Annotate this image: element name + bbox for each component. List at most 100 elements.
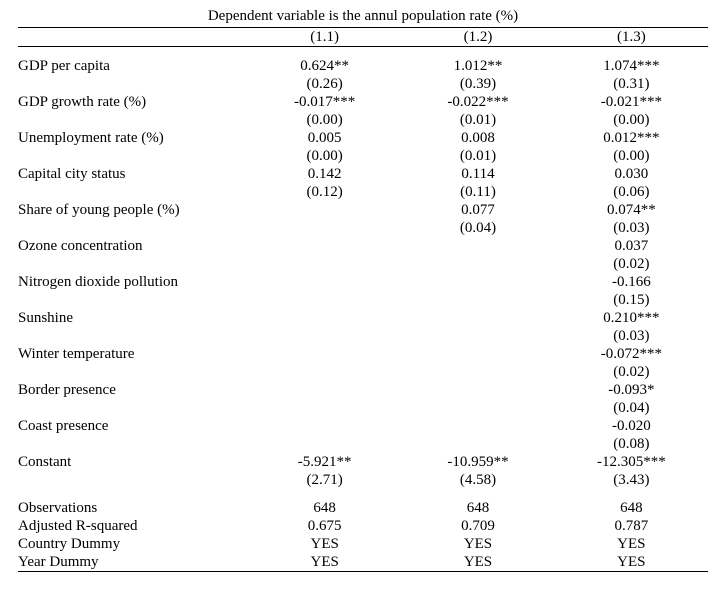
row-label: Unemployment rate (%) bbox=[18, 129, 248, 147]
cell: 0.114 bbox=[401, 165, 554, 183]
cell-se: (2.71) bbox=[248, 471, 401, 489]
row-label-blank bbox=[18, 147, 248, 165]
footer-cell: YES bbox=[555, 553, 708, 572]
cell: -12.305*** bbox=[555, 453, 708, 471]
table-row-se: (0.03) bbox=[18, 327, 708, 345]
table-row-se: (0.00)(0.01)(0.00) bbox=[18, 147, 708, 165]
cell: -0.022*** bbox=[401, 93, 554, 111]
spacer-row bbox=[18, 47, 708, 58]
cell-se: (0.00) bbox=[555, 147, 708, 165]
table-row: Sunshine 0.210*** bbox=[18, 309, 708, 327]
row-label: Share of young people (%) bbox=[18, 201, 248, 219]
row-label-blank bbox=[18, 435, 248, 453]
table-row: Coast presence -0.020 bbox=[18, 417, 708, 435]
row-label: GDP growth rate (%) bbox=[18, 93, 248, 111]
row-label: Constant bbox=[18, 453, 248, 471]
cell: 0.074** bbox=[555, 201, 708, 219]
footer-label: Adjusted R-squared bbox=[18, 517, 248, 535]
row-label: Ozone concentration bbox=[18, 237, 248, 255]
cell-se: (0.06) bbox=[555, 183, 708, 201]
header-row: (1.1) (1.2) (1.3) bbox=[18, 28, 708, 47]
cell-se bbox=[248, 255, 401, 273]
cell bbox=[401, 273, 554, 291]
cell bbox=[248, 237, 401, 255]
row-label-blank bbox=[18, 471, 248, 489]
cell-se bbox=[401, 255, 554, 273]
cell: -0.093* bbox=[555, 381, 708, 399]
table-row-se: (0.26)(0.39)(0.31) bbox=[18, 75, 708, 93]
footer-cell: 0.675 bbox=[248, 517, 401, 535]
table-row-se: (0.00)(0.01)(0.00) bbox=[18, 111, 708, 129]
table-row: Constant-5.921**-10.959**-12.305*** bbox=[18, 453, 708, 471]
cell-se: (0.01) bbox=[401, 147, 554, 165]
cell bbox=[401, 309, 554, 327]
cell bbox=[401, 417, 554, 435]
row-label-blank bbox=[18, 327, 248, 345]
cell-se: (0.31) bbox=[555, 75, 708, 93]
cell: 0.210*** bbox=[555, 309, 708, 327]
row-label: Sunshine bbox=[18, 309, 248, 327]
cell-se: (0.08) bbox=[555, 435, 708, 453]
footer-label: Year Dummy bbox=[18, 553, 248, 572]
header-blank bbox=[18, 28, 248, 47]
cell: 0.012*** bbox=[555, 129, 708, 147]
footer-row: Observations648648648 bbox=[18, 499, 708, 517]
cell bbox=[401, 345, 554, 363]
cell-se: (3.43) bbox=[555, 471, 708, 489]
cell: -0.021*** bbox=[555, 93, 708, 111]
cell-se bbox=[248, 399, 401, 417]
table-row: Unemployment rate (%)0.0050.0080.012*** bbox=[18, 129, 708, 147]
row-label-blank bbox=[18, 363, 248, 381]
page: Dependent variable is the annul populati… bbox=[0, 0, 726, 612]
regression-table: (1.1) (1.2) (1.3) GDP per capita0.624**1… bbox=[18, 27, 708, 572]
footer-label: Country Dummy bbox=[18, 535, 248, 553]
cell-se bbox=[401, 291, 554, 309]
footer-cell: YES bbox=[555, 535, 708, 553]
cell bbox=[248, 309, 401, 327]
row-label: Coast presence bbox=[18, 417, 248, 435]
cell-se: (0.11) bbox=[401, 183, 554, 201]
table-row: Border presence -0.093* bbox=[18, 381, 708, 399]
table-row-se: (0.12)(0.11)(0.06) bbox=[18, 183, 708, 201]
cell: -0.166 bbox=[555, 273, 708, 291]
cell-se bbox=[248, 327, 401, 345]
footer-cell: 648 bbox=[401, 499, 554, 517]
table-row: Ozone concentration0.037 bbox=[18, 237, 708, 255]
table-row: GDP per capita0.624**1.012**1.074*** bbox=[18, 57, 708, 75]
cell: -0.072*** bbox=[555, 345, 708, 363]
table-row-se: (0.15) bbox=[18, 291, 708, 309]
cell-se bbox=[248, 435, 401, 453]
table-row-se: (0.08) bbox=[18, 435, 708, 453]
table-row: Winter temperature-0.072*** bbox=[18, 345, 708, 363]
footer-cell: YES bbox=[248, 535, 401, 553]
cell-se: (0.12) bbox=[248, 183, 401, 201]
footer-cell: 648 bbox=[555, 499, 708, 517]
cell: -5.921** bbox=[248, 453, 401, 471]
cell-se: (0.04) bbox=[555, 399, 708, 417]
cell-se: (0.03) bbox=[555, 327, 708, 345]
cell-se: (0.15) bbox=[555, 291, 708, 309]
cell bbox=[248, 381, 401, 399]
cell bbox=[401, 381, 554, 399]
cell-se: (0.02) bbox=[555, 255, 708, 273]
row-label-blank bbox=[18, 75, 248, 93]
cell: 0.077 bbox=[401, 201, 554, 219]
cell-se: (0.26) bbox=[248, 75, 401, 93]
cell-se: (0.03) bbox=[555, 219, 708, 237]
cell bbox=[248, 201, 401, 219]
cell-se: (0.02) bbox=[555, 363, 708, 381]
spacer-row bbox=[18, 489, 708, 499]
header-col-1: (1.1) bbox=[248, 28, 401, 47]
footer-cell: 0.787 bbox=[555, 517, 708, 535]
footer-row: Adjusted R-squared0.6750.7090.787 bbox=[18, 517, 708, 535]
cell: -0.020 bbox=[555, 417, 708, 435]
cell-se bbox=[401, 327, 554, 345]
footer-cell: YES bbox=[248, 553, 401, 572]
cell: -0.017*** bbox=[248, 93, 401, 111]
cell-se: (0.00) bbox=[248, 147, 401, 165]
row-label: Border presence bbox=[18, 381, 248, 399]
cell bbox=[401, 237, 554, 255]
cell-se bbox=[401, 363, 554, 381]
row-label: GDP per capita bbox=[18, 57, 248, 75]
header-col-2: (1.2) bbox=[401, 28, 554, 47]
